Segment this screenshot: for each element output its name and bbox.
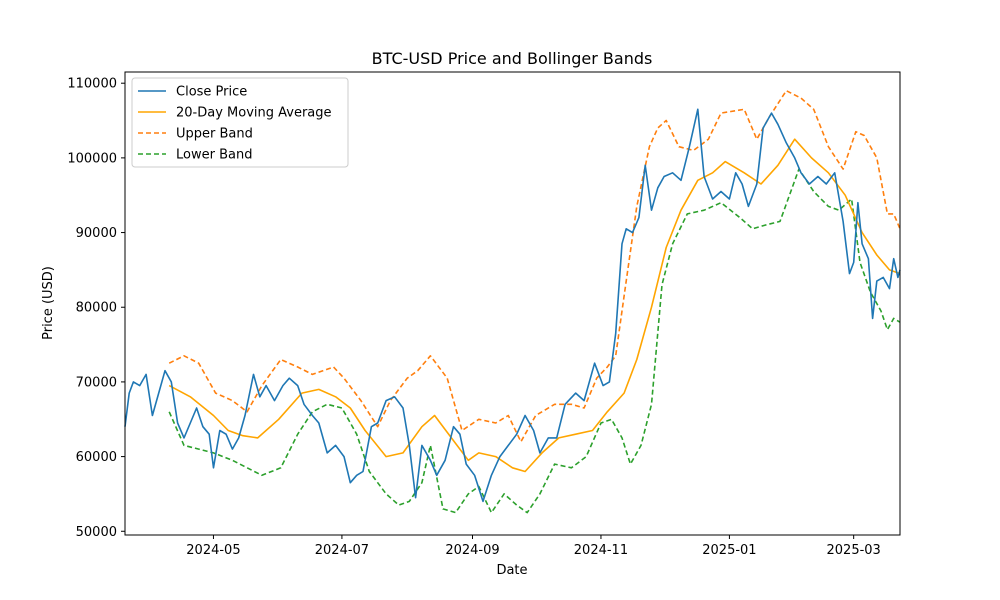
series-line-close-price [124, 108, 901, 503]
x-tick-label: 2025-03 [827, 543, 881, 558]
x-tick-label: 2024-11 [574, 543, 628, 558]
y-tick-label: 50000 [76, 525, 117, 540]
x-tick-label: 2024-09 [445, 543, 499, 558]
x-tick-label: 2024-05 [186, 543, 240, 558]
y-axis-title: Price (USD) [41, 266, 56, 340]
y-tick-label: 70000 [76, 375, 117, 390]
series-line-upper-band [168, 89, 901, 443]
x-tick-label: 2025-01 [702, 543, 756, 558]
plot-frame [124, 71, 901, 536]
legend-label-upper-band: Upper Band [176, 127, 253, 142]
legend-label-lower-band: Lower Band [176, 148, 252, 163]
chart-title: BTC-USD Price and Bollinger Bands [372, 49, 653, 68]
x-tick-label: 2024-07 [315, 543, 369, 558]
x-axis-title: Date [496, 563, 527, 578]
y-tick-label: 110000 [67, 77, 117, 92]
y-tick-label: 100000 [67, 151, 117, 166]
ticks-layer: 2024-05 2024-07 2024-09 2024-11 2025-01 2025-… [67, 77, 880, 558]
y-tick-label: 80000 [76, 301, 117, 316]
legend-label-close-price: Close Price [176, 85, 247, 100]
legend: Close Price 20-Day Moving Average Upper Ba… [131, 77, 349, 168]
series-layer [124, 89, 901, 514]
y-tick-label: 60000 [76, 450, 117, 465]
series-line-20-day-moving-average [168, 138, 901, 473]
legend-label-20-day-moving-average: 20-Day Moving Average [176, 106, 332, 121]
legend-box [131, 77, 349, 168]
y-tick-label: 90000 [76, 226, 117, 241]
